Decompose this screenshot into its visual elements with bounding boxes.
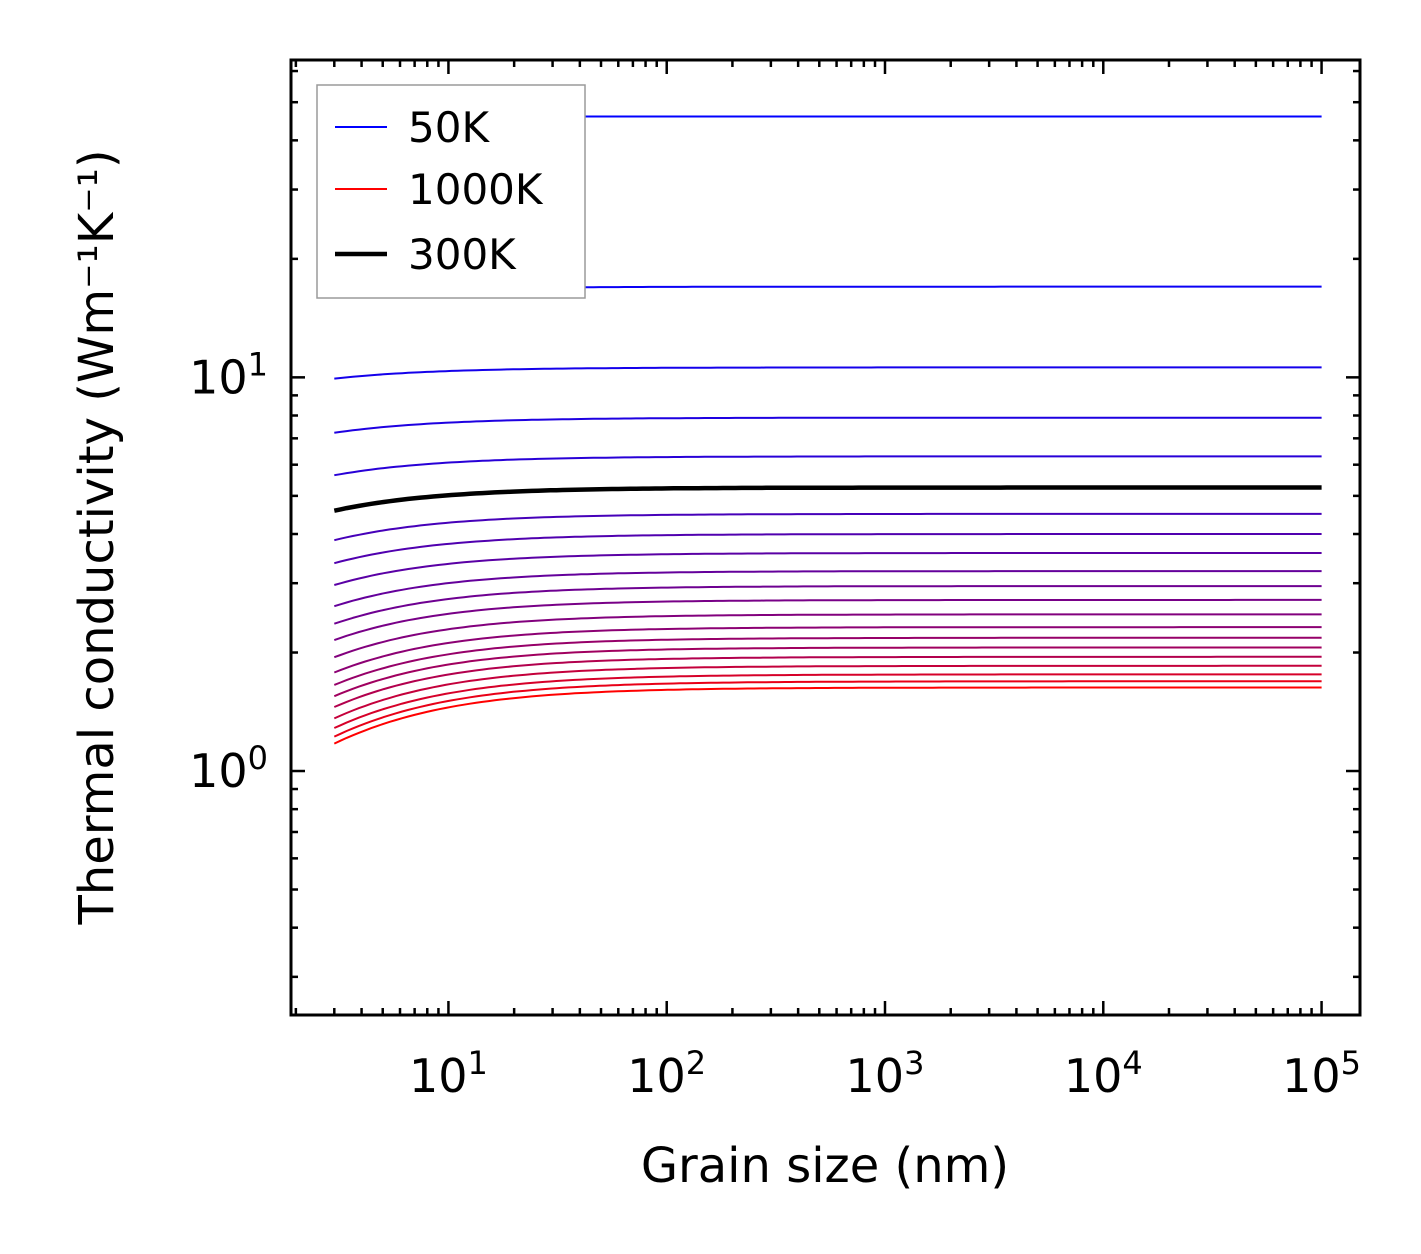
series-layer bbox=[333, 115, 1322, 745]
series-line-550k bbox=[333, 585, 1322, 625]
tick-label-layer: 101 102 103 104 105 100 101 bbox=[189, 345, 1361, 1103]
plot-frame bbox=[289, 58, 1362, 1017]
legend-label-50k: 50K bbox=[408, 103, 490, 152]
series-line-900k bbox=[333, 664, 1322, 720]
legend-box bbox=[316, 84, 586, 299]
x-tick-label: 103 bbox=[846, 1044, 925, 1103]
series-line-975k bbox=[333, 680, 1322, 738]
x-tick-label: 104 bbox=[1064, 1044, 1143, 1103]
series-line-850k bbox=[333, 655, 1322, 708]
y-tick-label: 100 bbox=[189, 739, 268, 798]
series-line-600k bbox=[333, 598, 1322, 642]
series-line-150k bbox=[334, 366, 1322, 380]
legend-label-1000k: 1000K bbox=[408, 165, 544, 214]
x-tick-label: 101 bbox=[409, 1044, 488, 1103]
series-line-650k bbox=[333, 613, 1322, 659]
x-tick-label: 102 bbox=[627, 1044, 706, 1103]
series-line-200k bbox=[334, 416, 1322, 434]
x-axis-label: Grain size (nm) bbox=[641, 1138, 1009, 1194]
legend: 50K 1000K 300K bbox=[316, 84, 586, 299]
series-line-700k bbox=[333, 626, 1322, 674]
series-line-950k bbox=[333, 673, 1322, 729]
series-line-350k bbox=[334, 512, 1322, 542]
series-line-500k bbox=[334, 570, 1322, 608]
series-line-750k bbox=[333, 636, 1322, 686]
y-axis-label: Thermal conductivity (Wm⁻¹K⁻¹) bbox=[69, 149, 125, 925]
series-line-250k bbox=[334, 455, 1322, 477]
series-line-400k bbox=[334, 533, 1322, 565]
series-line-450k bbox=[334, 552, 1322, 586]
x-tick-label: 105 bbox=[1282, 1044, 1361, 1103]
legend-label-300k: 300K bbox=[408, 230, 517, 279]
series-line-300k bbox=[333, 485, 1322, 513]
y-tick-label: 101 bbox=[189, 345, 268, 404]
series-line-800k bbox=[333, 646, 1322, 698]
series-line-1000k bbox=[333, 686, 1322, 745]
